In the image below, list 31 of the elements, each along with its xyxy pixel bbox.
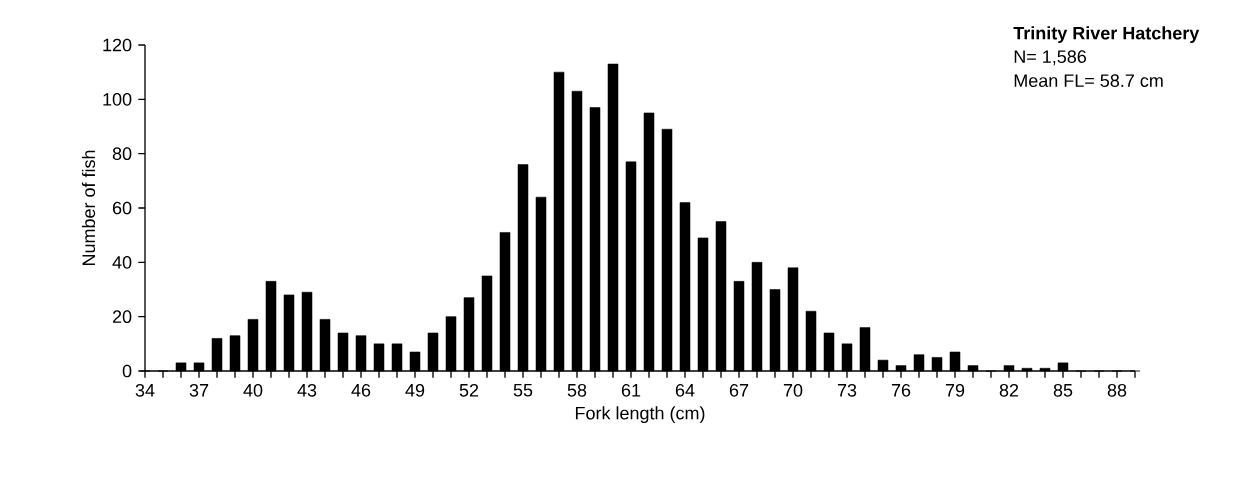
- y-tick-label: 20: [112, 310, 132, 324]
- x-tick-label: 52: [459, 383, 479, 397]
- x-tick-label: 37: [189, 383, 209, 397]
- x-tick-label: 40: [243, 383, 263, 397]
- annotation: N= 1,586: [1014, 50, 1087, 66]
- x-tick-label: 67: [729, 383, 749, 397]
- x-tick-label: 34: [135, 383, 155, 397]
- x-tick-label: 61: [621, 383, 641, 397]
- x-tick-label: 58: [567, 383, 587, 397]
- x-tick-label: 55: [513, 383, 533, 397]
- x-tick-label: 46: [351, 383, 371, 397]
- x-tick-label: 49: [405, 383, 425, 397]
- x-tick-label: 79: [945, 383, 965, 397]
- x-tick-label: 76: [891, 383, 911, 397]
- x-tick-label: 88: [1107, 383, 1127, 397]
- x-tick-label: 82: [999, 383, 1019, 397]
- y-tick-label: 40: [112, 255, 132, 269]
- y-tick-label: 0: [122, 364, 132, 378]
- x-tick-label: 64: [675, 383, 695, 397]
- y-axis-title: Number of fish: [81, 150, 96, 266]
- x-tick-label: 73: [837, 383, 857, 397]
- chart-title: Trinity River Hatchery: [1013, 26, 1200, 44]
- y-tick-label: 80: [112, 147, 132, 161]
- annotation: Mean FL= 58.7 cm: [1014, 74, 1163, 87]
- x-tick-label: 43: [297, 383, 317, 397]
- y-tick-label: 120: [103, 38, 132, 52]
- x-tick-label: 70: [783, 383, 803, 397]
- y-tick-label: 60: [112, 201, 132, 215]
- x-axis-title: Fork length (cm): [575, 406, 705, 424]
- x-tick-label: 85: [1053, 383, 1073, 397]
- y-tick-label: 100: [103, 92, 132, 106]
